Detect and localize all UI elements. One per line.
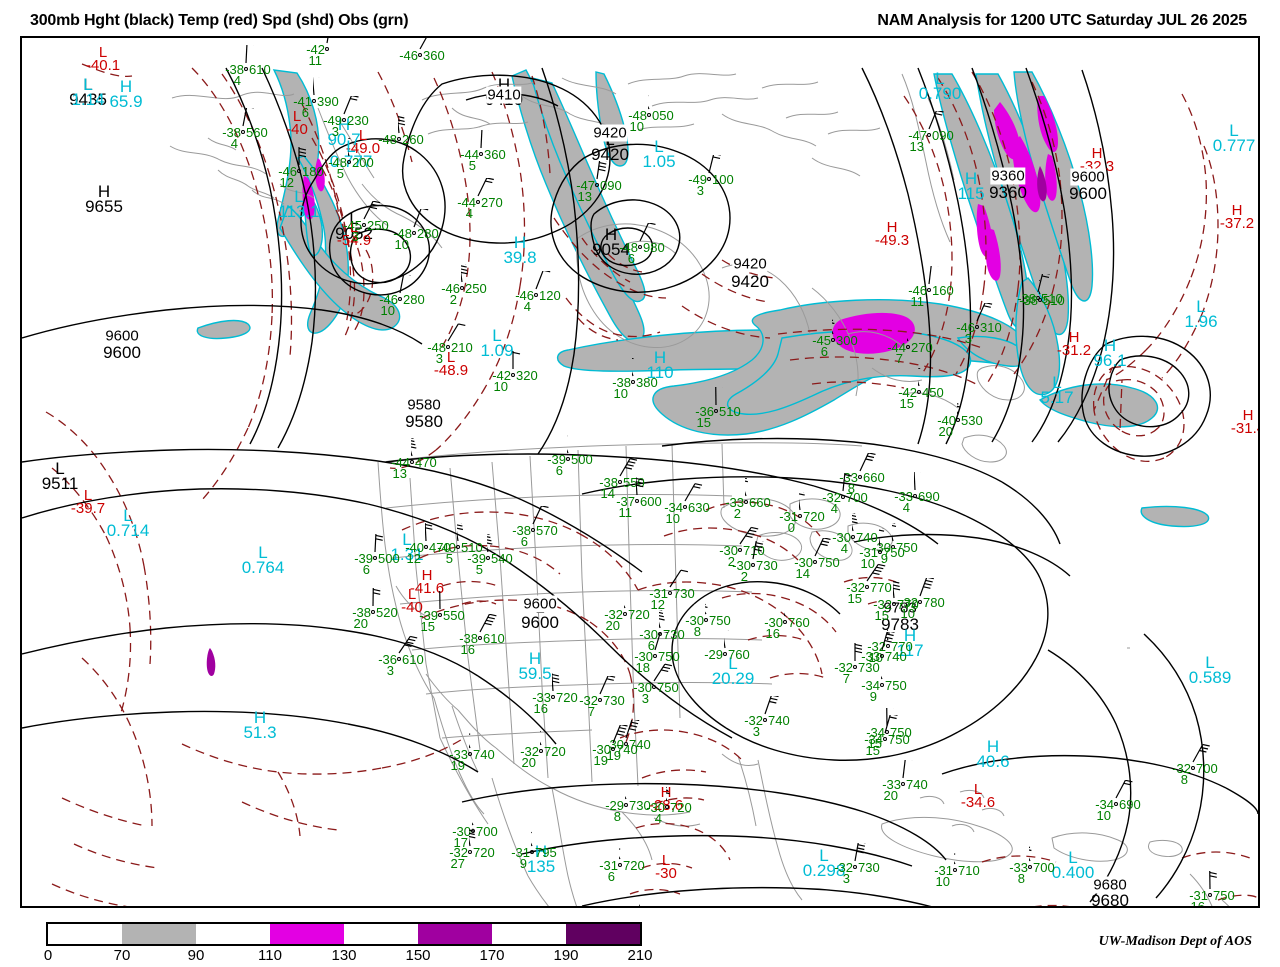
legend-color-bar xyxy=(46,922,642,946)
legend-tick: 90 xyxy=(188,947,205,964)
legend-tick: 190 xyxy=(553,947,578,964)
map-canvas xyxy=(22,38,1258,906)
legend-tick: 150 xyxy=(405,947,430,964)
legend-swatch-0 xyxy=(48,924,122,944)
legend-swatch-2 xyxy=(196,924,270,944)
legend-swatch-5 xyxy=(418,924,492,944)
legend-tick: 130 xyxy=(331,947,356,964)
legend-tick: 110 xyxy=(258,947,282,964)
page-title: 300mb Hght (black) Temp (red) Spd (shd) … xyxy=(30,12,408,30)
legend-swatch-6 xyxy=(492,924,566,944)
legend-swatch-1 xyxy=(122,924,196,944)
legend-tick: 170 xyxy=(479,947,504,964)
legend-swatch-4 xyxy=(344,924,418,944)
legend-tick: 210 xyxy=(627,947,652,964)
legend-tick: 0 xyxy=(44,947,52,964)
analysis-subtitle: NAM Analysis for 1200 UTC Saturday JUL 2… xyxy=(877,12,1247,30)
legend-swatch-3 xyxy=(270,924,344,944)
map-header: 300mb Hght (black) Temp (red) Spd (shd) … xyxy=(0,0,1280,36)
legend-swatch-7 xyxy=(566,924,640,944)
legend-tick: 70 xyxy=(114,947,131,964)
credit-text: UW-Madison Dept of AOS xyxy=(1099,934,1252,950)
